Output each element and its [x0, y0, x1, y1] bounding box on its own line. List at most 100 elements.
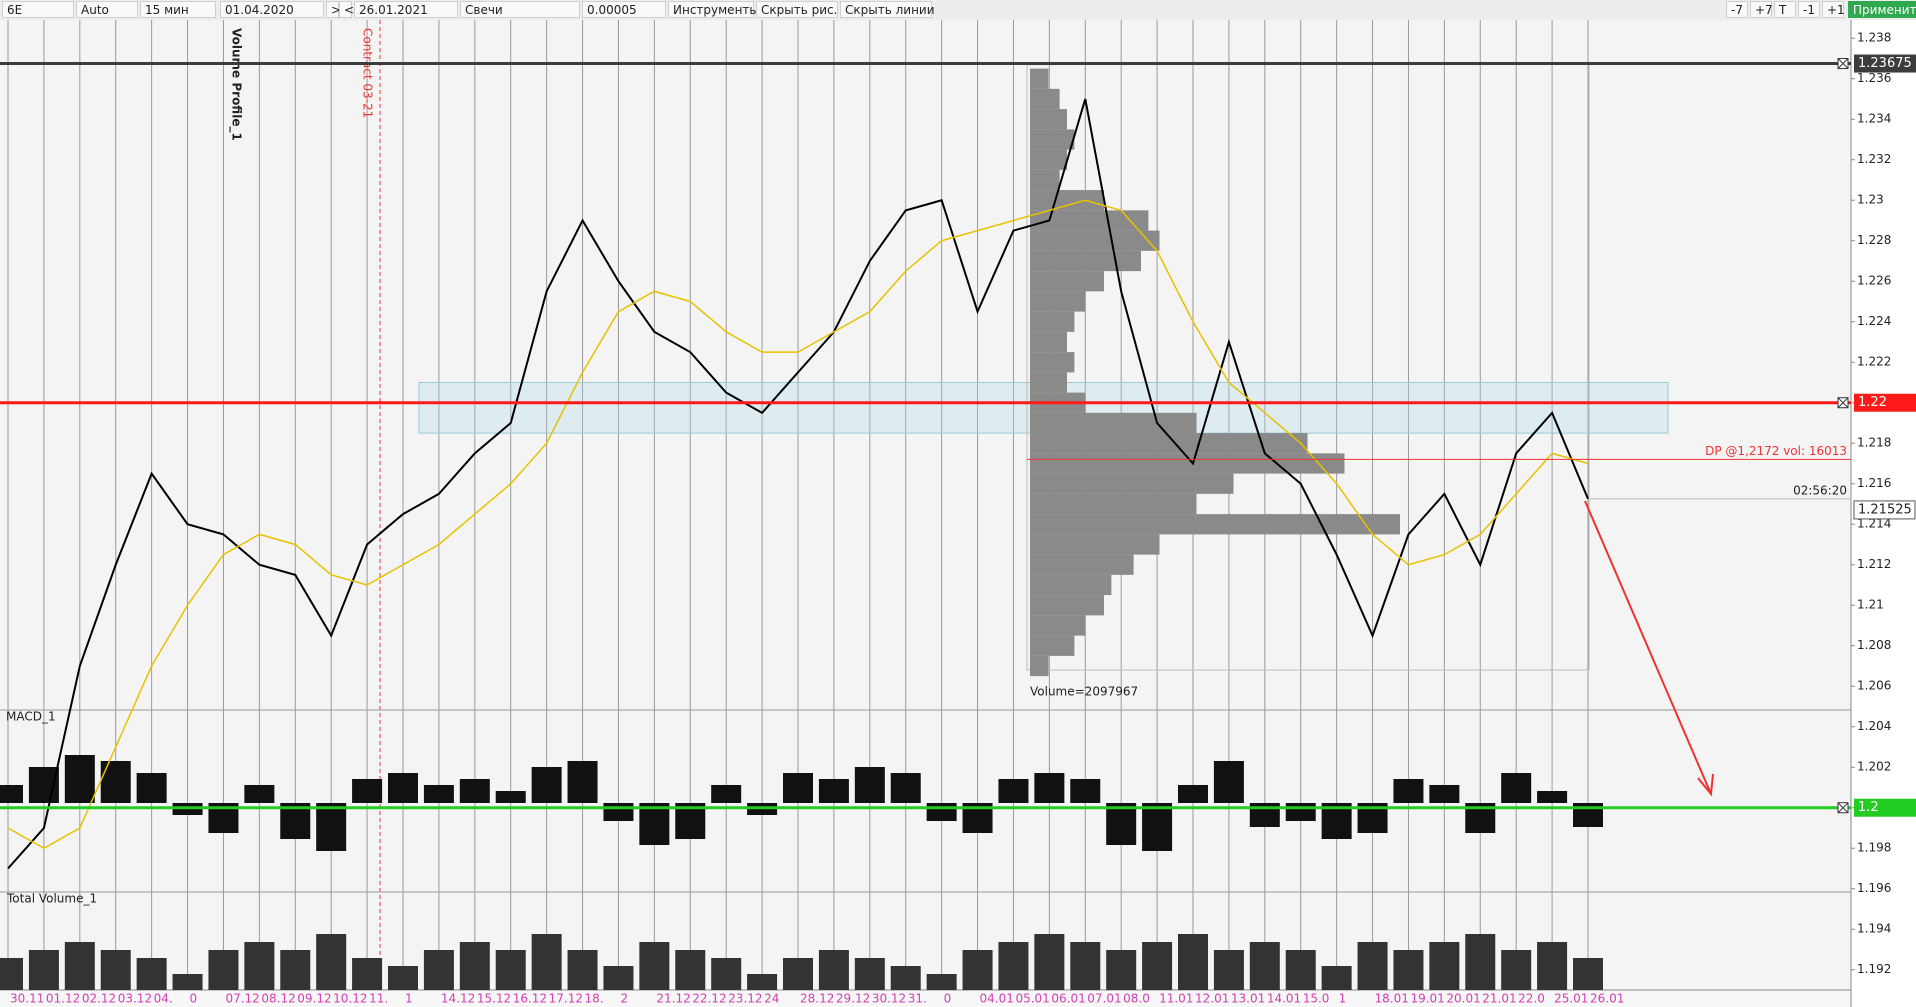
step-button[interactable]: -7 — [1726, 1, 1748, 18]
profile-bar — [1030, 331, 1067, 353]
macd-bar — [495, 791, 526, 803]
y-tick-label: 1.206 — [1857, 679, 1891, 693]
profile-bar — [1030, 412, 1197, 434]
volume-bar — [1393, 950, 1424, 990]
contract-label: Contract 03-21 — [361, 28, 375, 118]
level-marker-x — [1837, 802, 1849, 814]
x-tick-label: 14.12 — [441, 992, 475, 1006]
current-time: 02:56:20 — [1793, 483, 1847, 497]
x-tick-label: 02.12 — [82, 992, 116, 1006]
volume-bar — [854, 958, 885, 990]
volume-bar — [1429, 942, 1460, 990]
volume-bar — [208, 950, 239, 990]
date-from[interactable]: 01.04.2020 — [220, 1, 324, 18]
macd-label: MACD_1 — [6, 710, 56, 724]
level-label: 1.22 — [1858, 395, 1887, 410]
y-tick-label: 1.232 — [1857, 152, 1891, 166]
volume-bar — [998, 942, 1029, 990]
volume-bar — [423, 950, 454, 990]
y-tick-label: 1.228 — [1857, 233, 1891, 247]
x-tick-label: 19.01 — [1410, 992, 1444, 1006]
volume-bar — [28, 950, 59, 990]
volume-bar — [495, 950, 526, 990]
nav-next[interactable]: > — [326, 1, 341, 18]
profile-bar — [1030, 230, 1160, 251]
volume-bar — [172, 974, 203, 990]
macd-bar — [459, 779, 490, 803]
macd-bar — [388, 773, 418, 803]
x-tick-label: 30.11 — [10, 992, 44, 1006]
macd-bar — [818, 779, 849, 803]
y-tick-label: 1.204 — [1857, 719, 1891, 733]
profile-bar — [1030, 514, 1400, 535]
macd-bar — [711, 785, 742, 803]
volume-bar — [675, 950, 706, 990]
x-tick-label: 23.12 — [728, 992, 762, 1006]
hide-drawings-button[interactable]: Скрыть рис. — [756, 1, 838, 18]
tick-size[interactable]: 0.00005 — [582, 1, 666, 18]
profile-bar — [1030, 271, 1104, 292]
macd-bar — [998, 779, 1029, 803]
volume-bar — [1465, 934, 1496, 990]
nav-prev[interactable]: < — [339, 1, 354, 18]
date-to[interactable]: 26.01.2021 — [354, 1, 458, 18]
macd-bar — [603, 803, 634, 821]
x-tick-label: 04. — [154, 992, 173, 1006]
level-marker-x — [1837, 58, 1849, 69]
volume-bar — [1573, 958, 1603, 990]
current-price-label: 1.21525 — [1858, 502, 1912, 517]
y-tick-label: 1.192 — [1857, 962, 1891, 976]
step-button[interactable]: -1 — [1798, 1, 1820, 18]
profile-bar — [1030, 655, 1049, 677]
level-label-box — [1854, 798, 1916, 817]
x-tick-label: 30.12 — [872, 992, 906, 1006]
x-tick-label: 2 — [620, 992, 628, 1006]
macd-bar — [64, 755, 95, 803]
volume-bar — [783, 958, 813, 990]
volume-bar — [603, 966, 634, 990]
macd-bar — [316, 803, 347, 851]
macd-bar — [531, 767, 562, 803]
volume-bar — [1142, 942, 1173, 990]
macd-bar — [1142, 803, 1173, 851]
volume-bar — [890, 966, 921, 990]
volume-bar — [1034, 934, 1065, 990]
y-tick-label: 1.236 — [1857, 71, 1891, 85]
dp-label: DP @1,2172 vol: 16013 — [1705, 444, 1847, 458]
volume-bar — [711, 958, 742, 990]
x-tick-label: 06.01 — [1051, 992, 1085, 1006]
timeframe-select[interactable]: 15 мин — [140, 1, 216, 18]
mode-select[interactable]: Auto — [76, 1, 138, 18]
hide-lines-button[interactable]: Скрыть линии — [840, 1, 935, 18]
y-tick-label: 1.212 — [1857, 557, 1891, 571]
level-marker-x — [1837, 397, 1849, 409]
profile-bar — [1030, 554, 1134, 575]
x-tick-label: 25.01 — [1554, 992, 1588, 1006]
toolbar: 6E Auto 15 мин 01.04.2020 > <26.01.2021 Свечи 0… — [0, 0, 1916, 21]
step-button[interactable]: +1 — [1822, 1, 1845, 18]
volume-bar — [316, 934, 347, 990]
chart-type-select[interactable]: Свечи — [460, 1, 580, 18]
x-tick-label: 20.01 — [1446, 992, 1480, 1006]
macd-bar — [1034, 773, 1065, 803]
profile-bar — [1030, 291, 1086, 312]
profile-bar — [1030, 190, 1104, 211]
volume-bar — [1070, 942, 1101, 990]
x-tick-label: 12.01 — [1195, 992, 1229, 1006]
x-tick-label: 21.01 — [1482, 992, 1516, 1006]
step-button[interactable]: +7 — [1750, 1, 1773, 18]
macd-bar — [1537, 791, 1568, 803]
y-tick-label: 1.202 — [1857, 760, 1891, 774]
volume-bar — [747, 974, 778, 990]
tools-button[interactable]: Инструменты — [668, 1, 759, 18]
x-tick-label: 15.0 — [1303, 992, 1330, 1006]
profile-bar — [1030, 534, 1160, 555]
macd-bar — [0, 785, 23, 803]
symbol-select[interactable]: 6E — [2, 1, 74, 18]
x-tick-label: 08.12 — [261, 992, 295, 1006]
x-tick-label: 01.12 — [46, 992, 80, 1006]
volume-bar — [1178, 934, 1208, 990]
y-tick-label: 1.234 — [1857, 112, 1891, 126]
step-button[interactable]: T — [1774, 1, 1796, 18]
